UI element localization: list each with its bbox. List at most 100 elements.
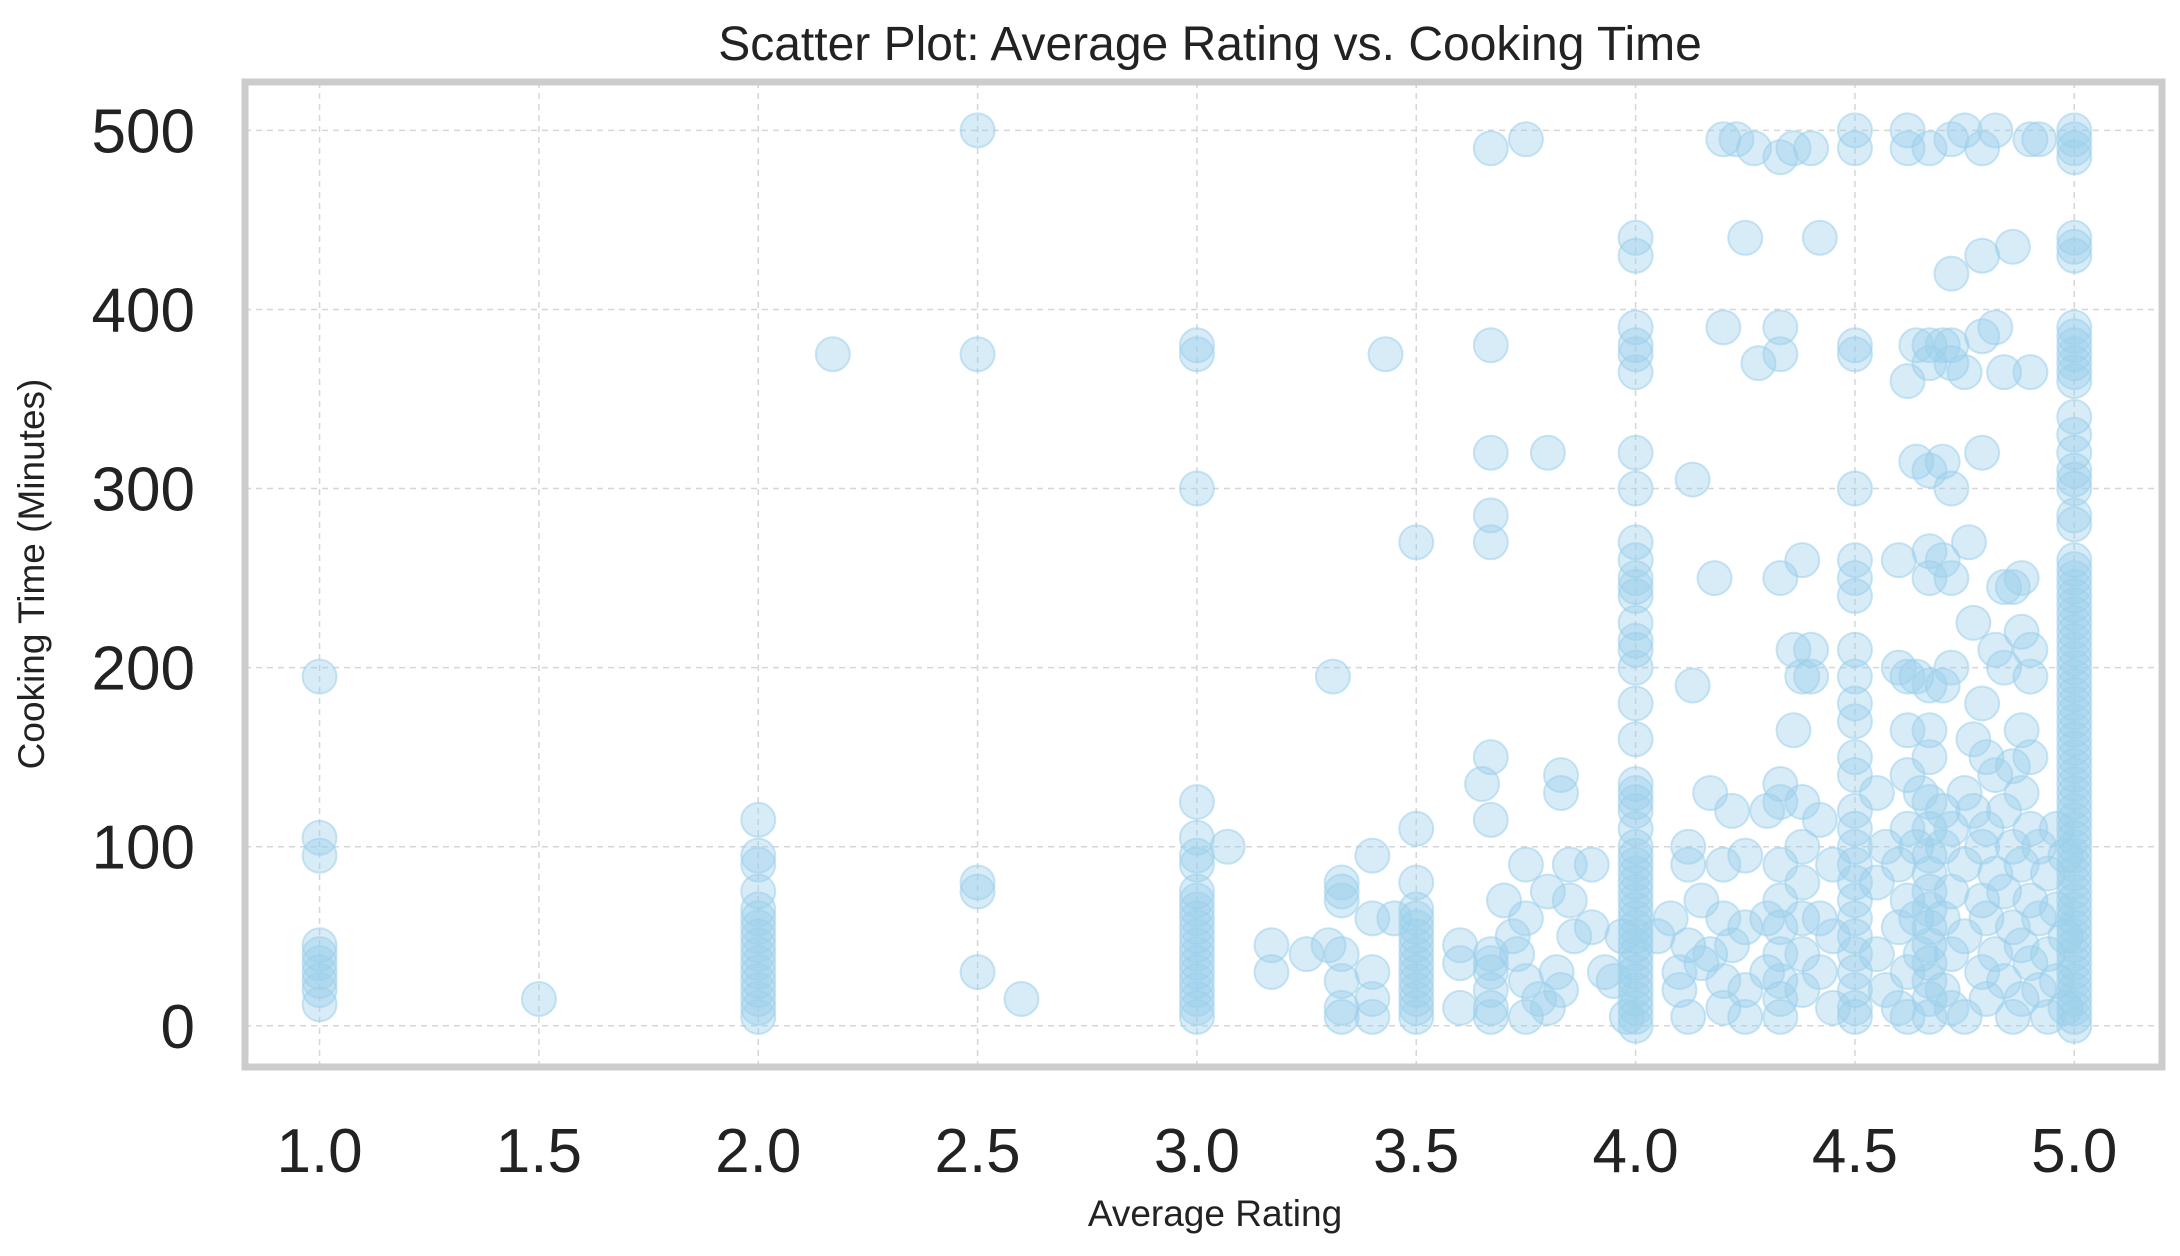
- data-point: [1911, 739, 1948, 776]
- data-point: [1714, 927, 1751, 964]
- data-point: [1288, 936, 1325, 973]
- data-point: [1543, 774, 1580, 811]
- data-point: [1314, 658, 1351, 695]
- data-point: [1178, 989, 1215, 1026]
- data-point: [2056, 228, 2093, 265]
- data-point: [1955, 721, 1992, 758]
- data-point: [1354, 837, 1391, 874]
- data-point: [1924, 971, 1961, 1008]
- data-point: [1889, 712, 1926, 749]
- data-point: [1964, 685, 2001, 722]
- data-point: [1836, 470, 1873, 507]
- x-tick-label: 3.0: [1154, 1117, 1240, 1186]
- data-point: [1898, 443, 1935, 480]
- data-point: [1762, 783, 1799, 820]
- data-point: [1924, 667, 1961, 704]
- data-point: [1617, 569, 1654, 606]
- data-point: [1889, 882, 1926, 919]
- data-point: [2012, 739, 2049, 776]
- data-point: [1442, 989, 1479, 1026]
- data-point: [1705, 846, 1742, 883]
- data-point: [1836, 577, 1873, 614]
- data-point: [1880, 909, 1917, 946]
- data-point: [2056, 130, 2093, 167]
- data-point: [1933, 649, 1970, 686]
- data-point: [1253, 927, 1290, 964]
- data-point: [1714, 792, 1751, 829]
- data-point: [1494, 918, 1531, 955]
- data-point: [1398, 810, 1435, 847]
- data-point: [301, 986, 338, 1023]
- data-point: [1551, 846, 1588, 883]
- data-point: [1946, 774, 1983, 811]
- y-tick-label: 100: [92, 814, 195, 883]
- data-point: [2056, 461, 2093, 498]
- data-point: [1507, 121, 1544, 158]
- data-point: [1727, 909, 1764, 946]
- data-point: [1898, 327, 1935, 364]
- data-point: [1964, 954, 2001, 991]
- data-point: [1784, 542, 1821, 579]
- data-point: [1977, 309, 2014, 346]
- data-point: [2056, 506, 2093, 543]
- data-point: [2012, 945, 2049, 982]
- data-point: [1178, 336, 1215, 373]
- data-point: [1946, 354, 1983, 391]
- data-point: [1836, 989, 1873, 1026]
- data-point: [2056, 139, 2093, 176]
- data-point: [1718, 121, 1755, 158]
- data-point: [740, 998, 777, 1035]
- data-point: [1994, 228, 2031, 265]
- data-point: [1793, 631, 1830, 668]
- data-point: [1911, 783, 1948, 820]
- data-point: [959, 112, 996, 149]
- data-point: [1556, 918, 1593, 955]
- data-point: [1933, 345, 1970, 382]
- data-point: [1472, 998, 1509, 1035]
- data-point: [1933, 470, 1970, 507]
- data-point: [1617, 649, 1654, 686]
- data-point: [1924, 327, 1961, 364]
- data-point: [1784, 658, 1821, 695]
- data-point: [1617, 354, 1654, 391]
- data-point: [959, 336, 996, 373]
- data-point: [2056, 237, 2093, 274]
- data-point: [740, 989, 777, 1026]
- data-point: [1933, 560, 1970, 597]
- data-point: [1573, 846, 1610, 883]
- data-point: [2012, 121, 2049, 158]
- data-point: [1889, 954, 1926, 991]
- data-point: [301, 837, 338, 874]
- data-point: [1354, 998, 1391, 1035]
- data-point: [1178, 327, 1215, 364]
- y-tick-label: 400: [92, 276, 195, 345]
- data-point: [1354, 900, 1391, 937]
- data-point: [1933, 936, 1970, 973]
- data-point: [1933, 989, 1970, 1026]
- data-point: [1529, 873, 1566, 910]
- data-point: [301, 971, 338, 1008]
- data-point: [1836, 703, 1873, 740]
- data-point: [1178, 470, 1215, 507]
- data-point: [1994, 748, 2031, 785]
- data-point: [1836, 327, 1873, 364]
- data-point: [1727, 837, 1764, 874]
- data-point: [1398, 989, 1435, 1026]
- data-point: [2056, 998, 2093, 1035]
- data-point: [2012, 658, 2049, 695]
- data-point: [1661, 971, 1698, 1008]
- data-point: [1986, 569, 2023, 606]
- data-point: [1472, 801, 1509, 838]
- data-point: [1762, 909, 1799, 946]
- data-point: [740, 801, 777, 838]
- data-point: [1762, 936, 1799, 973]
- data-point: [1507, 846, 1544, 883]
- data-point: [2056, 1007, 2093, 1044]
- data-point: [1784, 864, 1821, 901]
- data-point: [1323, 936, 1360, 973]
- data-point: [2056, 354, 2093, 391]
- data-point: [1398, 524, 1435, 561]
- data-point: [2003, 613, 2040, 650]
